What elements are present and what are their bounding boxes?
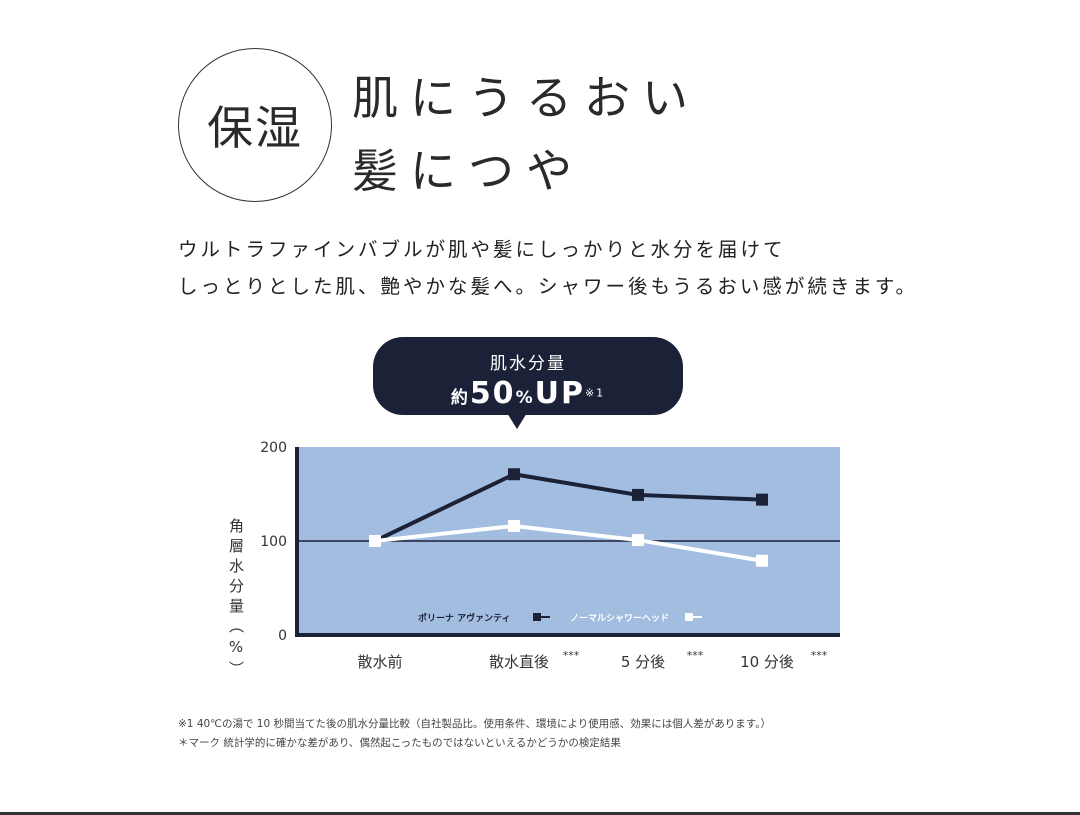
headline-line-2: 髪につや bbox=[352, 144, 584, 198]
series-line-1 bbox=[374, 472, 763, 543]
x-tick-label: 散水直後 bbox=[489, 653, 549, 671]
data-point-1 bbox=[632, 488, 644, 501]
data-point-2 bbox=[508, 519, 520, 532]
callout-bubble: 肌水分量 約50%UP※1 bbox=[373, 337, 683, 415]
callout-prefix: 約 bbox=[450, 388, 470, 408]
data-point-2 bbox=[756, 554, 768, 567]
legend-label: ポリーナ アヴァンティ bbox=[418, 612, 511, 624]
callout-note: ※1 bbox=[584, 386, 606, 400]
callout-suffix: UP bbox=[534, 376, 585, 411]
significance-mark: *** bbox=[563, 649, 580, 662]
lead-line-1: ウルトラファインバブルが肌や髪にしっかりと水分を届けて bbox=[178, 238, 786, 261]
y-tick-label: 100 bbox=[260, 534, 287, 550]
callout-tail bbox=[507, 413, 527, 429]
headline-line-1: 肌にうるおい bbox=[352, 71, 700, 125]
y-tick-label: 200 bbox=[260, 440, 287, 456]
x-tick-label: 5 分後 bbox=[621, 653, 665, 671]
callout-value: 50 bbox=[469, 376, 516, 411]
bottom-divider bbox=[0, 812, 1080, 815]
data-point-2 bbox=[369, 535, 381, 547]
data-point-2 bbox=[632, 534, 644, 547]
footnote-1: ※1 40℃の湯で 10 秒間当てた後の肌水分量比較（自社製品比。使用条件、環境… bbox=[178, 718, 771, 730]
legend-marker bbox=[533, 613, 541, 621]
data-point-1 bbox=[756, 493, 768, 506]
x-tick-label: 散水前 bbox=[357, 653, 402, 671]
footnote-2: ＊マーク 統計学的に確かな差があり、偶然起こったものではないといえるかどうかの検… bbox=[178, 737, 621, 749]
lead-line-2: しっとりとした肌、艶やかな髪へ。シャワー後もうるおい感が続きます。 bbox=[178, 275, 918, 298]
x-tick-label: 10 分後 bbox=[740, 653, 794, 671]
badge-text: 保湿 bbox=[207, 101, 303, 155]
significance-mark: *** bbox=[687, 649, 704, 662]
legend-marker bbox=[685, 613, 693, 621]
moisture-badge: 保湿 bbox=[178, 48, 332, 202]
callout-title: 肌水分量 bbox=[490, 354, 566, 374]
callout-unit: % bbox=[515, 388, 535, 408]
data-point-1 bbox=[508, 468, 520, 481]
significance-mark: *** bbox=[811, 649, 828, 662]
series-line-2 bbox=[374, 523, 763, 563]
y-tick-label: 0 bbox=[278, 628, 287, 644]
legend-label: ノーマルシャワーヘッド bbox=[570, 613, 669, 624]
y-axis-label: 角層水分量（%） bbox=[227, 518, 245, 681]
